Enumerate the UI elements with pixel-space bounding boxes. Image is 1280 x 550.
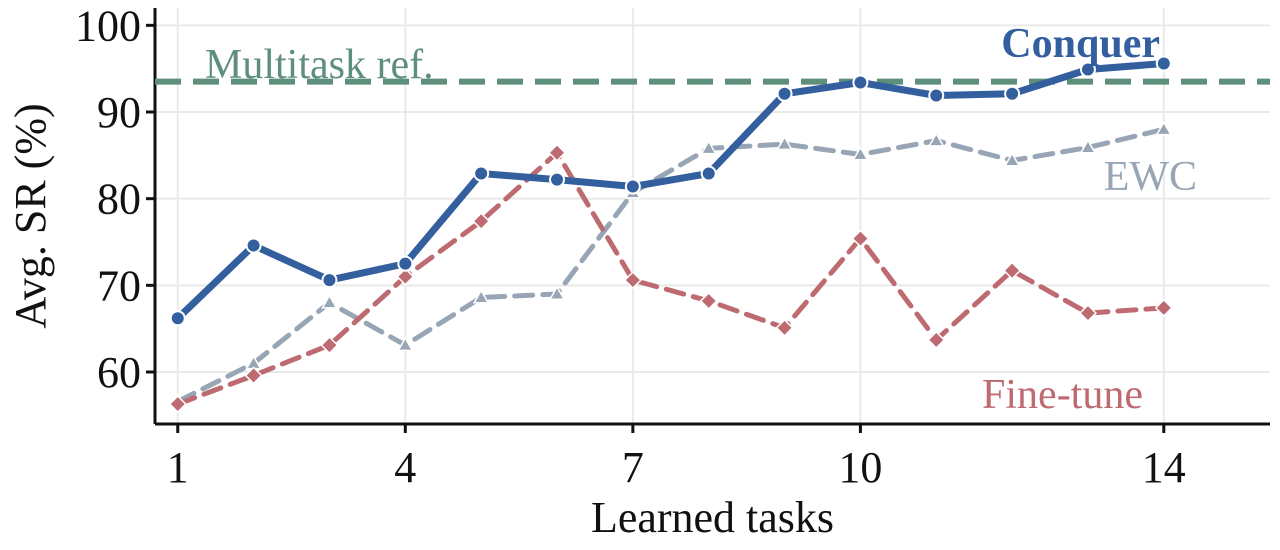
- point-ewc-3: [321, 294, 338, 309]
- point-fine-tune-8: [699, 291, 718, 310]
- series-ewc: [169, 120, 1173, 408]
- reference-label: Multitask ref.: [205, 42, 434, 88]
- point-ewc-13: [1079, 139, 1097, 154]
- series-label-fine-tune: Fine-tune: [982, 372, 1143, 418]
- point-fine-tune-10: [851, 229, 870, 248]
- series-label-ewc: EWC: [1104, 154, 1197, 200]
- point-ewc-10: [852, 145, 869, 161]
- point-fine-tune-4: [396, 267, 415, 286]
- y-tick-label-80: 80: [97, 175, 141, 224]
- point-fine-tune-14: [1154, 298, 1173, 317]
- point-conquer-12: [1004, 85, 1021, 102]
- point-conquer-5: [473, 165, 490, 182]
- y-axis-title: Avg. SR (%): [6, 103, 55, 328]
- point-fine-tune-6: [547, 143, 567, 162]
- point-ewc-11: [927, 132, 945, 147]
- point-fine-tune-1: [168, 395, 187, 414]
- axes: [153, 8, 1270, 426]
- point-ewc-8: [700, 139, 717, 155]
- point-ewc-4: [397, 336, 414, 352]
- point-conquer-13: [1079, 61, 1096, 78]
- grid: [155, 8, 1270, 424]
- point-fine-tune-13: [1078, 304, 1098, 323]
- x-tick-label-1: 1: [167, 443, 189, 492]
- series-line-fine-tune: [175, 150, 1167, 407]
- point-conquer-6: [549, 171, 566, 188]
- point-conquer-4: [397, 255, 414, 272]
- point-fine-tune-3: [320, 336, 339, 355]
- x-tick-label-4: 4: [394, 443, 416, 492]
- point-conquer-11: [928, 87, 945, 104]
- point-conquer-14: [1155, 55, 1172, 72]
- x-tick-label-7: 7: [622, 443, 644, 492]
- series-label-conquer: Conquer: [1001, 21, 1160, 67]
- point-conquer-7: [624, 178, 641, 195]
- series-line-conquer: [174, 60, 1168, 322]
- point-fine-tune-9: [775, 318, 794, 337]
- y-tick-label-60: 60: [97, 348, 141, 397]
- point-conquer-3: [321, 272, 338, 289]
- point-conquer-2: [245, 237, 262, 254]
- y-tick-label-90: 90: [97, 88, 141, 137]
- point-fine-tune-2: [244, 366, 263, 385]
- point-ewc-5: [472, 288, 490, 304]
- point-fine-tune-12: [1003, 261, 1022, 280]
- point-conquer-10: [852, 74, 869, 91]
- point-ewc-9: [776, 135, 793, 151]
- y-tick-label-100: 100: [75, 1, 141, 50]
- x-tick-label-14: 14: [1142, 443, 1186, 492]
- point-conquer-1: [169, 310, 186, 327]
- series-conquer: [169, 55, 1172, 327]
- x-axis-title: Learned tasks: [591, 493, 834, 542]
- point-conquer-8: [700, 165, 717, 182]
- point-ewc-12: [1003, 152, 1021, 167]
- x-tick-label-10: 10: [838, 443, 882, 492]
- point-ewc-14: [1155, 120, 1173, 136]
- point-fine-tune-11: [927, 330, 946, 349]
- series-fine-tune: [168, 143, 1173, 414]
- point-fine-tune-5: [472, 212, 491, 231]
- series-labels: Multitask ref. Conquer EWC Fine-tune: [205, 21, 1197, 418]
- point-ewc-6: [548, 285, 566, 300]
- point-fine-tune-7: [623, 271, 642, 290]
- series-group: [168, 55, 1173, 414]
- point-conquer-9: [776, 85, 793, 102]
- series-line-ewc: [175, 126, 1167, 404]
- y-tick-label-70: 70: [97, 261, 141, 310]
